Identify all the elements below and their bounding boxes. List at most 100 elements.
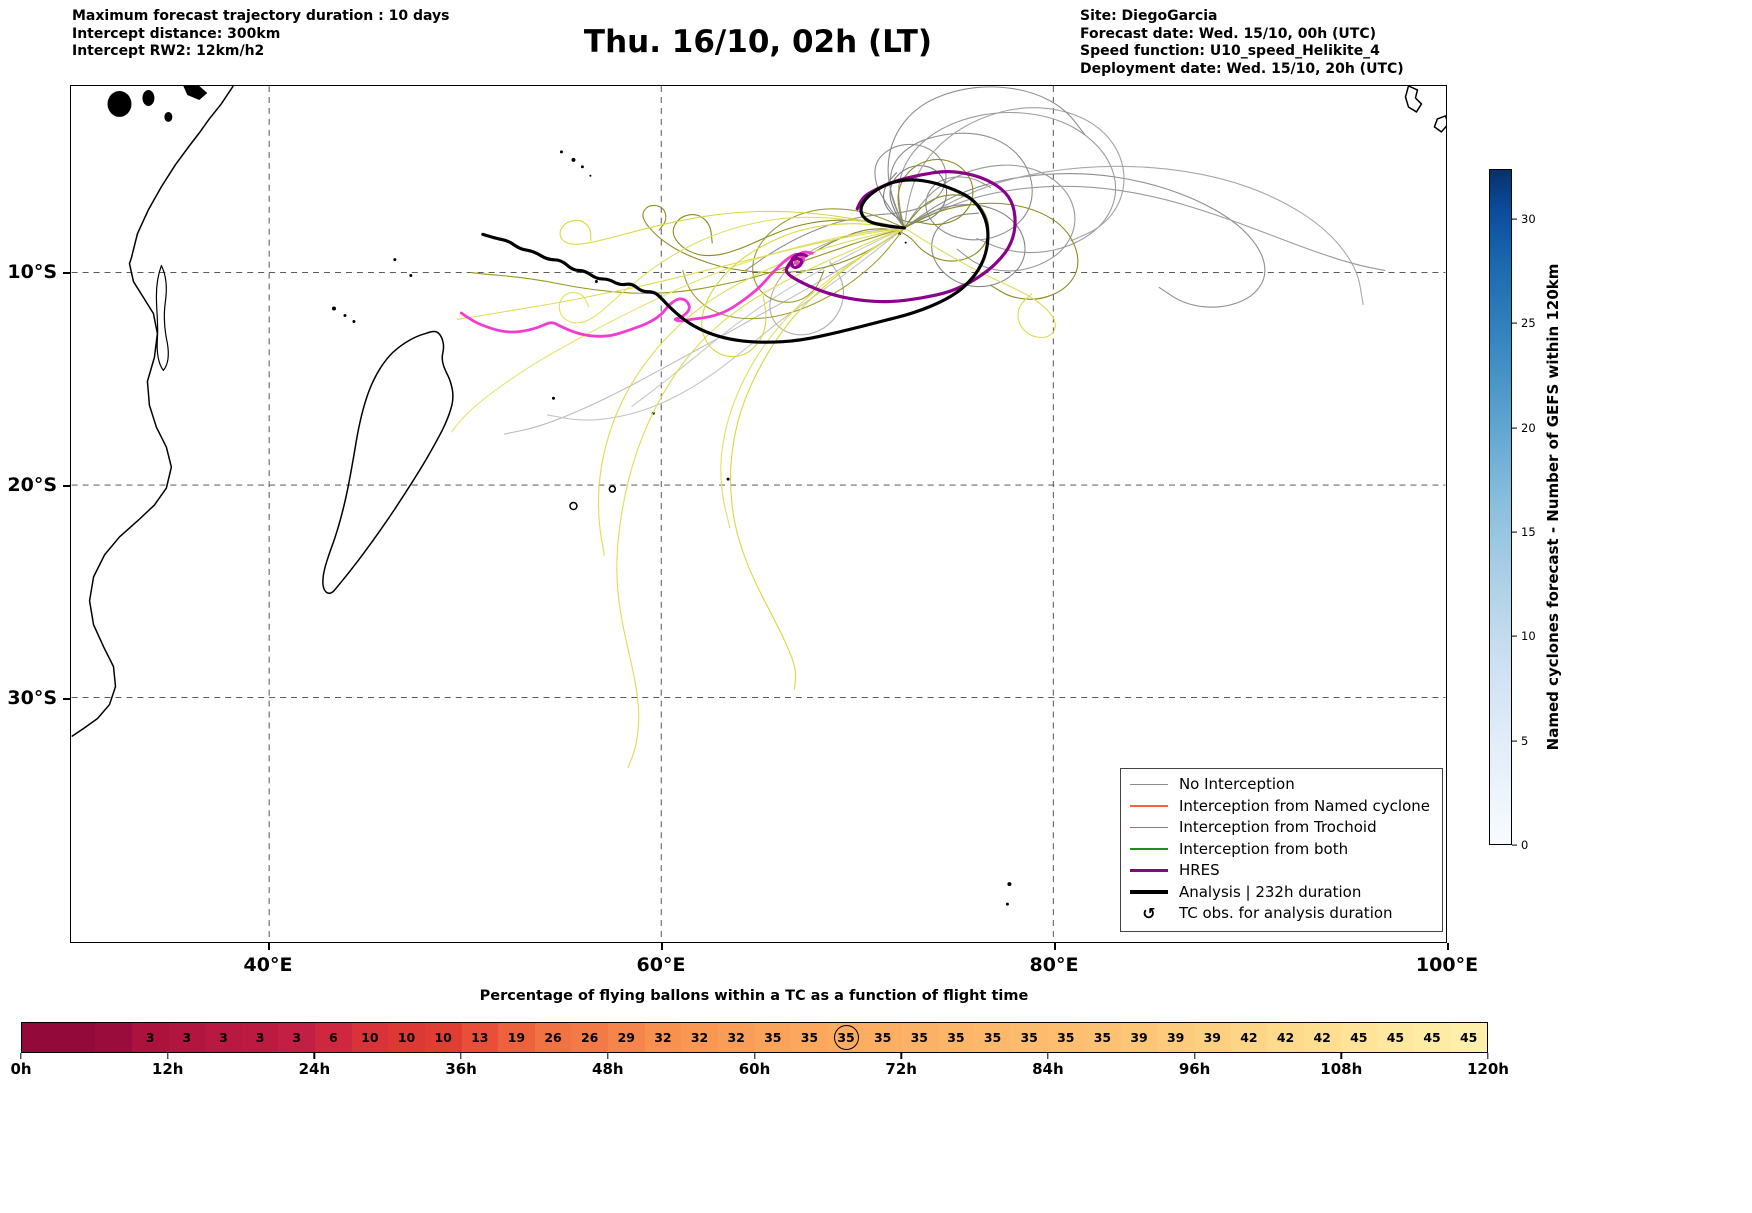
flight-time-cell: 35 bbox=[827, 1023, 865, 1052]
flight-cell-value: 26 bbox=[544, 1030, 562, 1045]
trajectory-gefs-32 bbox=[559, 210, 905, 245]
flight-time-cell: 26 bbox=[534, 1023, 572, 1052]
flight-time-cell: 32 bbox=[681, 1023, 718, 1052]
island-dot bbox=[904, 241, 907, 244]
flight-cell-value: 45 bbox=[1386, 1030, 1405, 1045]
flight-cell-value: 35 bbox=[873, 1030, 892, 1045]
legend-item: Interception from Named cyclone bbox=[1129, 795, 1430, 817]
flight-time-cell: 45 bbox=[1340, 1023, 1378, 1052]
flight-cell-value: 32 bbox=[727, 1030, 745, 1045]
flight-time-cell bbox=[95, 1023, 132, 1052]
speed-function: Speed function: U10_speed_Helikite_4 bbox=[1080, 43, 1380, 59]
flight-cell-value: 35 bbox=[1057, 1030, 1075, 1045]
flight-cell-value: 35 bbox=[983, 1030, 1002, 1045]
flight-time-cell: 10 bbox=[351, 1023, 389, 1052]
legend-line bbox=[1129, 783, 1168, 785]
flight-cell-value: 3 bbox=[255, 1030, 265, 1045]
trajectory-analysis bbox=[481, 178, 990, 344]
x-axis: 40°E 60°E 80°E 100°E bbox=[0, 943, 1752, 988]
gefs-colorbar-ticks: 0 5 10 15 20 25 30 bbox=[1512, 169, 1554, 852]
flight-time-colorbar: 3 3 3 3 3 6 10 10 10 13 19 26 26 29 32 32 32 35 35 35 35 35 35… bbox=[21, 1022, 1488, 1053]
time-tick-label: 72h bbox=[885, 1060, 917, 1078]
colorbar-tick-label: 15 bbox=[1521, 525, 1536, 539]
island-mauritius bbox=[608, 485, 617, 493]
x-tick-mark bbox=[1447, 943, 1449, 950]
y-tick-label: 30°S bbox=[7, 687, 57, 709]
flight-cell-value: 35 bbox=[1093, 1030, 1112, 1045]
colorbar-tick-mark bbox=[1512, 635, 1517, 637]
legend-label: HRES bbox=[1178, 861, 1220, 880]
flight-cell-value: 35 bbox=[910, 1030, 929, 1045]
gridlines bbox=[71, 86, 1446, 942]
legend-label: Analysis | 232h duration bbox=[1178, 882, 1362, 901]
time-tick-label: 96h bbox=[1178, 1060, 1211, 1078]
legend-line bbox=[1129, 826, 1168, 828]
legend-item: Analysis | 232h duration bbox=[1129, 881, 1430, 903]
trajectory-gefs-19 bbox=[470, 227, 905, 294]
time-tick-label: 60h bbox=[738, 1060, 771, 1078]
coastline-madagascar bbox=[322, 330, 454, 594]
x-tick-label: 40°E bbox=[243, 954, 293, 976]
flight-time-cell: 45 bbox=[1413, 1023, 1451, 1052]
trajectory-gefs-2 bbox=[898, 111, 1117, 254]
flight-cell-value: 10 bbox=[397, 1030, 416, 1045]
flight-cell-value: 26 bbox=[580, 1030, 599, 1045]
legend-line-sample bbox=[1129, 848, 1168, 850]
legend-label: Interception from both bbox=[1178, 839, 1349, 858]
y-axis: 10°S 20°S 30°S bbox=[0, 0, 70, 1213]
flight-cell-value: 6 bbox=[328, 1030, 338, 1045]
trajectory-gefs-21 bbox=[682, 227, 905, 320]
flight-time-cell: 39 bbox=[1157, 1023, 1194, 1052]
trajectory-gefs-4 bbox=[903, 165, 1364, 305]
y-tick-mark bbox=[63, 698, 70, 700]
site-info: Site: DiegoGarcia Forecast date: Wed. 15… bbox=[1080, 8, 1404, 78]
flight-time-cell: 35 bbox=[1047, 1023, 1085, 1052]
flight-time-cell: 39 bbox=[1194, 1023, 1231, 1052]
map-panel: No Interception Interception from Named c… bbox=[70, 85, 1447, 943]
time-tick-label: 48h bbox=[592, 1060, 624, 1078]
time-tick-label: 36h bbox=[445, 1060, 477, 1078]
legend-item: No Interception bbox=[1129, 774, 1430, 796]
trajectory-hres bbox=[784, 170, 1017, 304]
time-tick-label: 24h bbox=[298, 1060, 331, 1078]
gefs-colorbar-gradient bbox=[1489, 169, 1512, 845]
island-dot bbox=[1005, 902, 1009, 906]
flight-time-cell: 13 bbox=[461, 1023, 499, 1052]
param-duration: Maximum forecast trajectory duration : 1… bbox=[72, 8, 450, 24]
legend-line-sample bbox=[1129, 890, 1168, 894]
colorbar-tick-label: 0 bbox=[1521, 838, 1529, 852]
flight-time-cell: 35 bbox=[974, 1023, 1011, 1052]
island-dot bbox=[580, 165, 584, 169]
flight-time-cell: 45 bbox=[1450, 1023, 1487, 1052]
colorbar-tick-mark bbox=[1512, 427, 1517, 429]
flight-cell-value: 19 bbox=[507, 1030, 526, 1045]
legend-item: Interception from Trochoid bbox=[1129, 817, 1430, 839]
time-tick-mark bbox=[313, 1053, 316, 1059]
flight-time-axis: 0h 12h 24h 36h 48h 60h 72h 84h 96h 108h 120h bbox=[10, 1053, 1509, 1083]
flight-time-cell: 19 bbox=[498, 1023, 535, 1052]
flight-time-cell: 6 bbox=[315, 1023, 352, 1052]
colorbar-tick-mark bbox=[1512, 844, 1517, 846]
flight-cell-value: 10 bbox=[361, 1030, 379, 1045]
flight-time-cell: 32 bbox=[717, 1023, 755, 1052]
flight-time-cell: 29 bbox=[608, 1023, 645, 1052]
legend-line-sample bbox=[1129, 805, 1168, 807]
y-tick-mark bbox=[63, 272, 70, 274]
trajectory-gefs-5 bbox=[503, 227, 905, 435]
trajectory-gefs-17 bbox=[752, 208, 905, 303]
island-dot bbox=[393, 258, 397, 262]
flight-cell-value: 3 bbox=[292, 1030, 302, 1045]
legend-item: ↺ TC obs. for analysis duration bbox=[1130, 903, 1430, 925]
lake-blob bbox=[142, 89, 155, 106]
lakes bbox=[107, 86, 208, 122]
colorbar-tick-label: 20 bbox=[1521, 420, 1536, 435]
trajectory-gefs-11 bbox=[631, 227, 905, 407]
flight-cell-value: 35 bbox=[764, 1030, 782, 1045]
trajectory-gefs-13 bbox=[903, 185, 1386, 272]
flight-time-cell: 26 bbox=[571, 1023, 608, 1052]
small-islands bbox=[331, 150, 1012, 906]
flight-cell-value: 39 bbox=[1166, 1030, 1185, 1045]
flight-cell-value: 42 bbox=[1313, 1030, 1331, 1045]
flight-cell-value: 3 bbox=[182, 1030, 192, 1045]
param-intercept-distance: Intercept distance: 300km bbox=[72, 25, 281, 42]
